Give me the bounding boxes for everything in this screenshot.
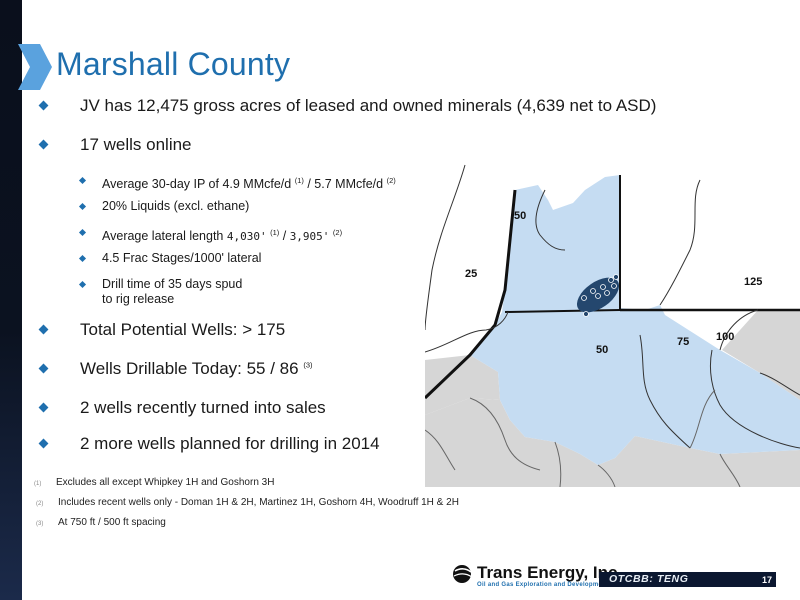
bullet-diamond-icon xyxy=(78,202,87,211)
subbullet-drill-time: Drill time of 35 days spud to rig release xyxy=(78,277,243,307)
bullet-diamond-icon xyxy=(38,324,49,335)
map-label-100: 100 xyxy=(716,331,734,343)
map-label-25: 25 xyxy=(465,268,477,280)
bullet-wells-online: 17 wells online xyxy=(38,135,192,155)
bullet-diamond-icon xyxy=(38,438,49,449)
subbullet-text: 20% Liquids (excl. ethane) xyxy=(102,199,250,213)
bullet-diamond-icon xyxy=(78,228,87,237)
map-region-gray-right xyxy=(722,310,800,400)
subbullet-frac-stages: 4.5 Frac Stages/1000' lateral xyxy=(78,251,262,266)
bullet-diamond-icon xyxy=(78,176,87,185)
subbullet-liquids: 20% Liquids (excl. ethane) xyxy=(78,199,250,214)
subbullet-text: Drill time of 35 days spud to rig release xyxy=(102,277,243,306)
map-region-gray-left xyxy=(425,355,500,415)
logo-name: Trans Energy, Inc. xyxy=(477,563,623,582)
bullet-text: Wells Drillable Today: 55 / 86 (3) xyxy=(80,359,313,378)
subbullet-text: Average 30-day IP of 4.9 MMcfe/d (1) / 5… xyxy=(102,176,396,192)
subbullet-ip: Average 30-day IP of 4.9 MMcfe/d (1) / 5… xyxy=(78,173,396,192)
logo-tagline: Oil and Gas Exploration and Development xyxy=(477,582,609,588)
slide-title: Marshall County xyxy=(56,46,291,82)
map-county-border xyxy=(425,189,517,400)
subbullet-text: Average lateral length 4,030' (1) / 3,90… xyxy=(102,228,343,244)
chevron-right-icon xyxy=(18,44,52,90)
ticker-bar: OTCBB: TENG xyxy=(599,572,776,587)
bullet-text: 2 more wells planned for drilling in 201… xyxy=(80,434,380,453)
footnote-3: (3) At 750 ft / 500 ft spacing xyxy=(36,517,166,528)
bullet-diamond-icon xyxy=(38,363,49,374)
left-accent-bar xyxy=(0,0,22,600)
acreage-map: 50 25 125 50 75 100 xyxy=(425,163,800,487)
bullet-diamond-icon xyxy=(38,139,49,150)
well-cluster xyxy=(576,274,620,317)
bullet-planned-drilling: 2 more wells planned for drilling in 201… xyxy=(38,434,380,454)
footnote-2: (2) Includes recent wells only - Doman 1H… xyxy=(36,497,459,508)
map-label-50-mid: 50 xyxy=(596,344,608,356)
subbullet-lateral-length: Average lateral length 4,030' (1) / 3,90… xyxy=(78,225,343,244)
bullet-text: 2 wells recently turned into sales xyxy=(80,398,326,417)
map-region-gray-lower xyxy=(425,398,800,487)
page-number: 17 xyxy=(762,575,773,585)
company-logo: Trans Energy, Inc. Oil and Gas Explorati… xyxy=(452,564,622,588)
bullet-drillable-today: Wells Drillable Today: 55 / 86 (3) xyxy=(38,359,313,379)
footnote-1: (1) Excludes all except Whipkey 1H and Go… xyxy=(34,477,275,488)
map-label-50-top: 50 xyxy=(514,210,526,222)
bullet-diamond-icon xyxy=(38,100,49,111)
bullet-text: Total Potential Wells: > 175 xyxy=(80,320,286,339)
map-label-75: 75 xyxy=(677,336,689,348)
bullet-turned-into-sales: 2 wells recently turned into sales xyxy=(38,398,326,418)
logo-globe-icon xyxy=(453,565,473,583)
bullet-diamond-icon xyxy=(38,402,49,413)
map-region-leased xyxy=(470,175,800,465)
bullet-diamond-icon xyxy=(78,254,87,263)
bullet-potential-wells: Total Potential Wells: > 175 xyxy=(38,320,286,340)
subbullet-text: 4.5 Frac Stages/1000' lateral xyxy=(102,251,262,265)
map-label-125: 125 xyxy=(744,276,762,288)
bullet-acreage: JV has 12,475 gross acres of leased and … xyxy=(38,96,657,116)
bullet-text: JV has 12,475 gross acres of leased and … xyxy=(80,96,657,115)
bullet-text: 17 wells online xyxy=(80,135,192,154)
bullet-diamond-icon xyxy=(78,280,87,289)
